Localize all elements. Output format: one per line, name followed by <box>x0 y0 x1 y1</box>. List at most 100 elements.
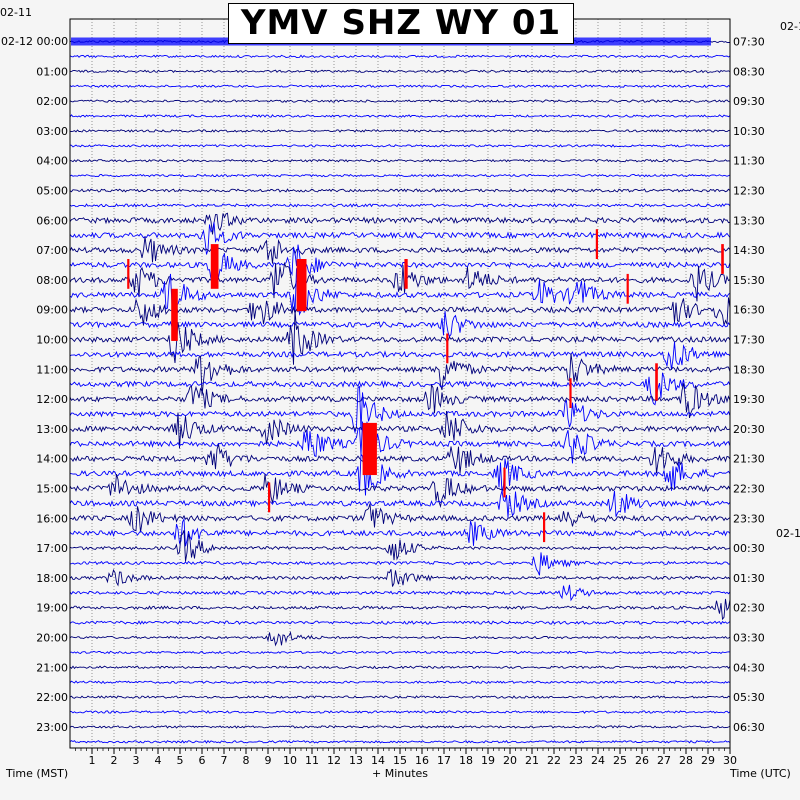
x-tick-label: 19 <box>481 754 495 767</box>
clip-mark <box>626 273 629 304</box>
trace-row <box>69 383 731 419</box>
x-tick-label: 13 <box>349 754 363 767</box>
left-hour-label: 10:00 <box>36 334 68 347</box>
left-hour-label: 17:00 <box>36 542 68 555</box>
clip-mark <box>210 244 219 289</box>
right-hour-label: 17:30 <box>733 334 765 347</box>
left-hour-label: 06:00 <box>36 214 68 227</box>
x-tick-label: 11 <box>305 754 319 767</box>
trace-row <box>69 739 731 744</box>
right-hour-label: 00:30 <box>733 542 765 555</box>
left-hour-label: 13:00 <box>36 423 68 436</box>
left-time-labels: 01:00 02:00 03:00 04:00 05:00 06:00 07:00 08:00… <box>36 65 68 734</box>
trace-row <box>69 490 731 518</box>
x-tick-label: 12 <box>327 754 341 767</box>
x-tick-label: 26 <box>635 754 649 767</box>
trace-row <box>69 620 731 625</box>
x-axis-label: + Minutes <box>372 767 428 780</box>
right-hour-label: 06:30 <box>733 721 765 734</box>
right-hour-label: 20:30 <box>733 423 765 436</box>
trace-row <box>69 568 731 587</box>
right-date-start: 02-1 <box>780 20 800 33</box>
right-hour-label: 21:30 <box>733 453 765 466</box>
trace-row <box>69 503 731 533</box>
trace-row <box>69 54 731 59</box>
x-tick-label: 6 <box>199 754 206 767</box>
x-tick-label: 29 <box>701 754 715 767</box>
trace-row <box>69 665 731 670</box>
trace-row <box>69 341 731 370</box>
trace-row <box>69 244 731 285</box>
trace-row <box>69 598 731 621</box>
trace-row <box>69 236 731 264</box>
left-hour-label: 01:00 <box>36 65 68 78</box>
trace-row <box>69 444 731 474</box>
x-tick-label: 24 <box>591 754 605 767</box>
left-hour-label: 05:00 <box>36 185 68 198</box>
right-hour-label: 03:30 <box>733 632 765 645</box>
right-hour-label: 07:30 <box>733 36 765 49</box>
left-hour-label: 23:00 <box>36 721 68 734</box>
left-hour-label: 18:00 <box>36 572 68 585</box>
trace-row <box>69 710 731 714</box>
right-axis-label: Time (UTC) <box>729 767 791 780</box>
trace-row <box>69 129 731 133</box>
right-hour-label: 05:30 <box>733 691 765 704</box>
x-tick-label: 25 <box>613 754 627 767</box>
right-hour-label: 12:30 <box>733 185 765 198</box>
clip-marks <box>127 229 724 543</box>
left-date-start: 02-11 <box>0 6 32 19</box>
clip-mark <box>569 378 572 408</box>
trace-row <box>69 69 731 74</box>
right-hour-label: 16:30 <box>733 304 765 317</box>
trace-row <box>69 725 731 729</box>
right-hour-label: 19:30 <box>733 393 765 406</box>
right-hour-label: 13:30 <box>733 214 765 227</box>
right-hour-label: 23:30 <box>733 512 765 525</box>
left-axis-label: Time (MST) <box>5 767 68 780</box>
x-tick-label: 16 <box>415 754 429 767</box>
x-tick-label: 30 <box>723 754 737 767</box>
x-tick-label: 4 <box>155 754 162 767</box>
x-tick-label: 17 <box>437 754 451 767</box>
right-date-mid: 02-1 <box>776 527 800 540</box>
trace-row <box>70 310 731 365</box>
right-hour-label: 09:30 <box>733 95 765 108</box>
left-hour-label: 19:00 <box>36 602 68 615</box>
trace-row <box>69 114 731 118</box>
x-tick-label: 15 <box>393 754 407 767</box>
trace-row <box>69 631 731 647</box>
x-tick-label: 21 <box>525 754 539 767</box>
trace-row <box>69 203 731 208</box>
clip-mark <box>362 422 377 476</box>
trace-row <box>69 158 731 163</box>
left-hour-label: 04:00 <box>36 155 68 168</box>
x-tick-label: 23 <box>569 754 583 767</box>
x-tick-label: 20 <box>503 754 517 767</box>
left-hour-label: 11:00 <box>36 363 68 376</box>
right-hour-label: 14:30 <box>733 244 765 257</box>
trace-row <box>69 695 731 699</box>
right-time-labels: 07:30 08:30 09:30 10:30 11:30 12:30 13:30 14:30… <box>733 36 765 734</box>
left-hour-label: 15:00 <box>36 483 68 496</box>
trace-row <box>69 650 731 655</box>
left-hour-label: 12:00 <box>36 393 68 406</box>
trace-row <box>69 473 731 508</box>
trace-row <box>69 680 731 684</box>
trace-row <box>69 144 731 148</box>
trace-row <box>69 530 731 562</box>
clip-mark <box>268 482 271 513</box>
x-tick-label: 5 <box>177 754 184 767</box>
left-date-first-row: 02-12 00:00 <box>1 35 68 48</box>
x-tick-label: 7 <box>221 754 228 767</box>
clip-mark <box>127 259 130 289</box>
trace-group <box>69 37 731 744</box>
right-hour-label: 15:30 <box>733 274 765 287</box>
clip-mark <box>171 288 178 341</box>
trace-row <box>69 552 731 576</box>
trace-row <box>69 261 731 302</box>
chart-title: YMV SHZ WY 01 <box>240 3 562 43</box>
x-tick-label: 14 <box>371 754 385 767</box>
right-hour-label: 02:30 <box>733 602 765 615</box>
